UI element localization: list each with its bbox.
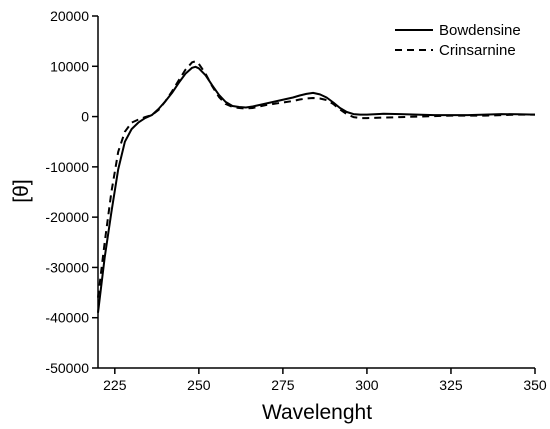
legend-label-bowdensine: Bowdensine <box>439 22 521 39</box>
x-tick-label-3: 300 <box>355 377 379 393</box>
y-tick-label-4: -20000 <box>45 209 89 225</box>
plot-area: 20000 10000 0 -10000 -20000 -30000 -40000 -5000… <box>45 8 546 393</box>
y-tick-label-2: 0 <box>81 109 89 125</box>
legend-label-crinsarnine: Crinsarnine <box>439 42 516 59</box>
x-axis-title: Wavelenght <box>262 401 372 424</box>
y-tick-label-0: 20000 <box>50 8 89 24</box>
legend: Bowdensine Crinsarnine <box>395 22 521 59</box>
y-tick-label-7: -50000 <box>45 360 89 376</box>
x-tick-label-0: 225 <box>103 377 127 393</box>
x-tick-label-4: 325 <box>439 377 463 393</box>
y-tick-label-6: -40000 <box>45 310 89 326</box>
y-tick-label-5: -30000 <box>45 259 89 275</box>
y-tick-label-3: -10000 <box>45 159 89 175</box>
x-tick-label-2: 275 <box>271 377 295 393</box>
x-tick-label-5: 350 <box>523 377 547 393</box>
series-line-crinsarnine <box>97 60 535 298</box>
x-tick-label-1: 250 <box>187 377 211 393</box>
y-axis-title: [θ] <box>10 179 33 202</box>
y-tick-label-1: 10000 <box>50 58 89 74</box>
